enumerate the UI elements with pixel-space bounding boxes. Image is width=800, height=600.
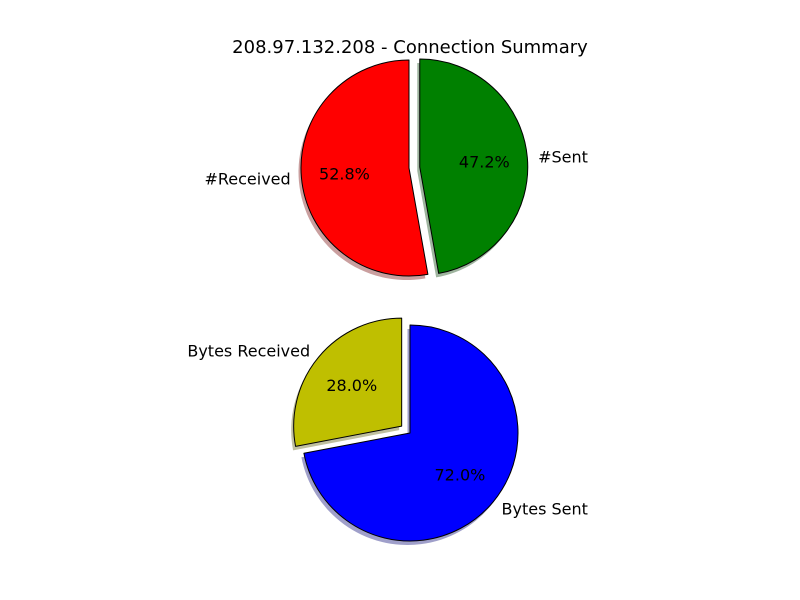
pie-percent-label: 52.8% [319,165,370,184]
pie-category-label: #Sent [538,148,588,167]
pie-percent-label: 47.2% [459,152,510,171]
pie-slice-bytes-received [293,317,403,447]
pie-text-layer: 52.8% #Received 47.2% #Sent [204,148,587,189]
pie-category-label: #Received [204,169,290,188]
chart-title: 208.97.132.208 - Connection Summary [232,37,588,58]
pie-wedge-layer [293,317,519,542]
pie-chart-counts: 52.8% #Received 47.2% #Sent [204,58,588,280]
pie-category-label: Bytes Received [187,341,310,360]
pie-percent-label: 72.0% [435,465,486,484]
pie-chart-bytes: 28.0% Bytes Received 72.0% Bytes Sent [187,317,588,545]
pie-percent-label: 28.0% [326,376,377,395]
pie-slice-received [300,59,429,277]
pie-category-label: Bytes Sent [502,500,588,519]
pie-slice-sent [419,58,529,274]
pie-slice-bytes-sent [303,324,519,542]
pie-text-layer: 28.0% Bytes Received 72.0% Bytes Sent [187,341,588,518]
pie-wedge-layer [300,58,529,277]
